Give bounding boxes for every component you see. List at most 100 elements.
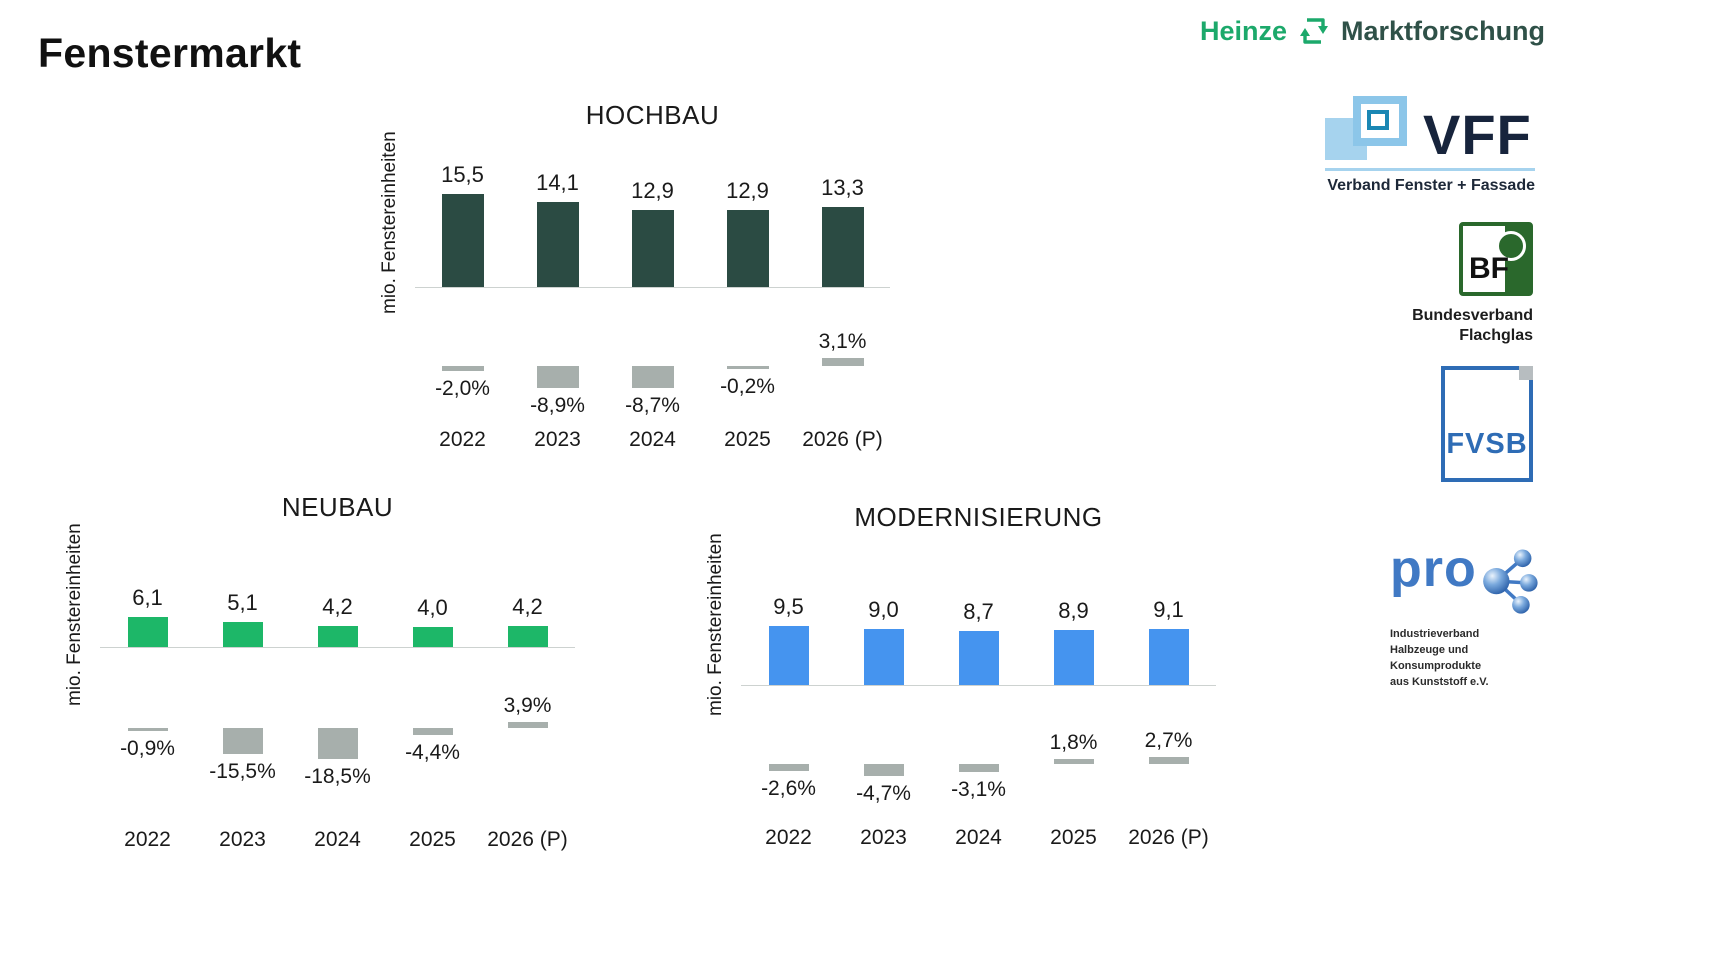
pct-change-bar xyxy=(507,721,548,728)
bar-value-label: 8,9 xyxy=(1058,597,1089,623)
chart-column-2024: 4,2 -18,5% 2024 xyxy=(290,528,385,858)
pct-change-cell: -15,5% xyxy=(195,648,290,828)
pct-change-cell: -8,9% xyxy=(510,288,605,428)
year-label: 2022 xyxy=(124,828,171,851)
pct-change-cell: -2,0% xyxy=(415,288,510,428)
pct-change-bar xyxy=(821,358,864,366)
year-label: 2023 xyxy=(219,828,266,851)
pct-change-bar xyxy=(1053,759,1094,764)
bar-value-label: 13,3 xyxy=(821,175,864,201)
year-label: 2023 xyxy=(534,428,581,451)
bar-plot-cell: 12,9 xyxy=(700,136,795,288)
pct-change-bar xyxy=(726,366,769,369)
fvsb-logo: FVSB xyxy=(1441,366,1533,482)
chart-column-2023: 9,0 -4,7% 2023 xyxy=(836,538,931,856)
chart-column-2026 (P): 4,2 3,9% 2026 (P) xyxy=(480,528,575,858)
pct-change-label: -2,0% xyxy=(435,377,490,400)
pct-change-label: 3,1% xyxy=(818,330,867,354)
bar xyxy=(127,617,168,647)
prok-subtitle-line1: Industrieverband xyxy=(1390,628,1480,640)
bar xyxy=(441,194,484,287)
vff-square-inner xyxy=(1367,110,1389,130)
pct-change-bar xyxy=(536,366,579,389)
vff-wordmark: VFF xyxy=(1423,102,1532,166)
chart-column-2026 (P): 9,1 2,7% 2026 (P) xyxy=(1121,538,1216,856)
page-title: Fenstermarkt xyxy=(38,30,302,76)
bar xyxy=(507,626,548,647)
pct-change-cell: -3,1% xyxy=(931,686,1026,826)
year-label: 2024 xyxy=(629,428,676,451)
bf-icon: BF xyxy=(1459,222,1533,296)
chart-column-2025: 8,9 1,8% 2025 xyxy=(1026,538,1121,856)
pct-change-cell: -0,2% xyxy=(700,288,795,428)
bar-value-label: 12,9 xyxy=(726,177,769,203)
year-label: 2025 xyxy=(409,828,456,851)
pct-change-cell: 3,1% xyxy=(795,288,890,428)
bar-plot-cell: 6,1 xyxy=(100,528,195,648)
prok-subtitle-line2: Halbzeuge und Konsumprodukte xyxy=(1390,643,1482,672)
pct-change-bar xyxy=(631,366,674,388)
vff-subtitle: Verband Fenster + Fassade xyxy=(1327,177,1535,194)
bar-value-label: 9,5 xyxy=(773,594,804,620)
vff-divider xyxy=(1325,168,1535,171)
chart-column-2023: 5,1 -15,5% 2023 xyxy=(195,528,290,858)
bf-icon-circle xyxy=(1496,231,1526,261)
chart-title-modernisierung: MODERNISIERUNG xyxy=(854,502,1103,532)
bar-value-label: 8,7 xyxy=(963,599,994,625)
bar-plot-cell: 4,2 xyxy=(480,528,575,648)
chart-column-2025: 4,0 -4,4% 2025 xyxy=(385,528,480,858)
bar-plot-cell: 9,1 xyxy=(1121,538,1216,686)
year-label: 2024 xyxy=(314,828,361,851)
bf-logo: BF Bundesverband Flachglas xyxy=(1408,222,1533,346)
bar-plot-cell: 9,5 xyxy=(741,538,836,686)
chart-column-2024: 8,7 -3,1% 2024 xyxy=(931,538,1026,856)
bar xyxy=(222,622,263,647)
bar-plot-cell: 4,2 xyxy=(290,528,385,648)
year-label: 2025 xyxy=(1050,826,1097,849)
bar-plot-cell: 8,9 xyxy=(1026,538,1121,686)
bar-value-label: 6,1 xyxy=(132,585,163,611)
year-label: 2026 (P) xyxy=(1128,826,1209,849)
year-label: 2026 (P) xyxy=(487,828,568,851)
bar xyxy=(1053,629,1094,685)
chart-modernisierung: MODERNISIERUNG mio. Fenstereinheiten 9,5… xyxy=(703,502,1216,856)
year-label: 2023 xyxy=(860,826,907,849)
chart-title-hochbau: HOCHBAU xyxy=(585,100,720,130)
y-axis-label: mio. Fenstereinheiten xyxy=(64,523,85,707)
pct-change-label: -18,5% xyxy=(304,764,371,788)
pct-change-cell: 3,9% xyxy=(480,648,575,828)
bar xyxy=(768,626,809,685)
chart-column-2022: 6,1 -0,9% 2022 xyxy=(100,528,195,858)
pct-change-bar xyxy=(768,764,809,771)
chart-column-2026 (P): 13,3 3,1% 2026 (P) xyxy=(795,136,890,458)
bf-wordmark: BF xyxy=(1469,252,1509,285)
prok-wordmark: pro xyxy=(1390,540,1477,598)
y-axis-label: mio. Fenstereinheiten xyxy=(379,131,400,315)
chart-neubau: NEUBAU mio. Fenstereinheiten 6,1 -0,9% 202… xyxy=(62,492,575,858)
pct-change-bar xyxy=(412,728,453,736)
pct-change-bar xyxy=(958,764,999,773)
bar xyxy=(317,626,358,647)
bar-value-label: 5,1 xyxy=(227,590,258,616)
pct-change-label: -4,7% xyxy=(856,782,911,806)
heinze-wordmark: Heinze xyxy=(1200,15,1288,46)
prok-logo: pro xyxy=(1390,543,1540,691)
pct-change-label: -3,1% xyxy=(951,778,1006,802)
bar xyxy=(863,629,904,685)
pct-change-label: -0,9% xyxy=(120,737,175,760)
chart-plot-area: 9,5 -2,6% 2022 9,0 -4,7% 2023 8,7 -3,1% 2024 8,9 1… xyxy=(741,538,1216,856)
bar-plot-cell: 9,0 xyxy=(836,538,931,686)
pct-change-label: -15,5% xyxy=(209,759,276,783)
chart-column-2022: 15,5 -2,0% 2022 xyxy=(415,136,510,458)
bar-plot-cell: 4,0 xyxy=(385,528,480,648)
bar xyxy=(821,207,864,287)
year-label: 2026 (P) xyxy=(802,428,883,451)
bar xyxy=(536,202,579,287)
bar-plot-cell: 14,1 xyxy=(510,136,605,288)
chart-plot-area: 15,5 -2,0% 2022 14,1 -8,9% 2023 12,9 -8,7% 2024 1… xyxy=(415,136,890,458)
pct-change-label: -4,4% xyxy=(405,741,460,765)
year-label: 2024 xyxy=(955,826,1002,849)
bar-value-label: 15,5 xyxy=(441,162,484,187)
bar-plot-cell: 8,7 xyxy=(931,538,1026,686)
bar-value-label: 12,9 xyxy=(631,177,674,203)
